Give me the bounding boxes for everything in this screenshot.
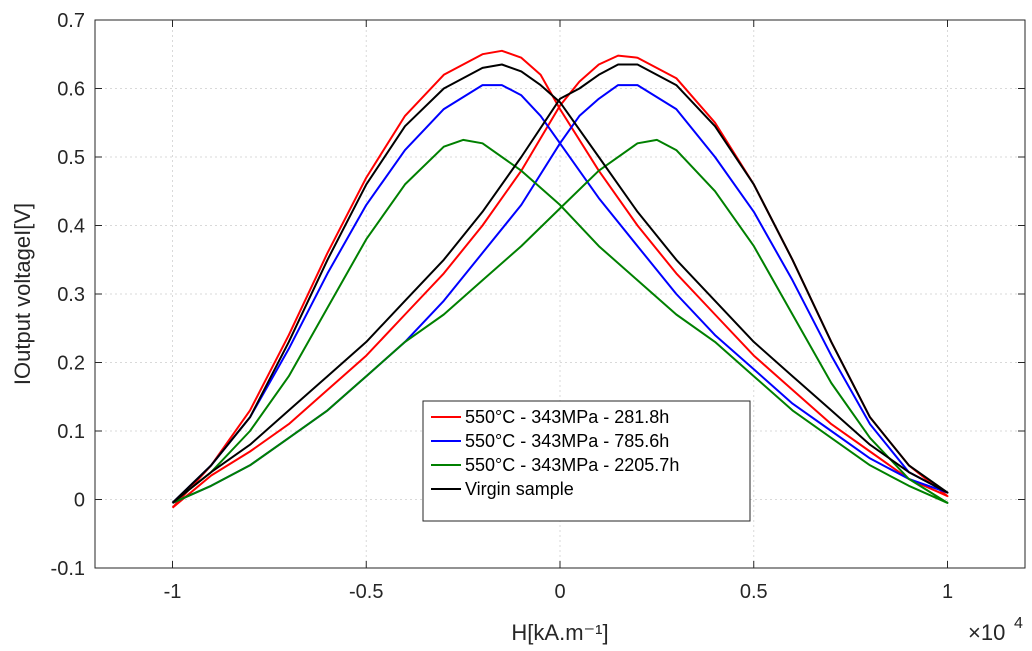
legend-label: Virgin sample	[465, 479, 574, 499]
x-axis-multiplier-exponent: 4	[1014, 615, 1023, 632]
x-tick-label: 0	[554, 581, 565, 603]
legend-label: 550°C - 343MPa - 2205.7h	[465, 455, 679, 475]
series-lines	[171, 49, 949, 509]
y-tick-label: 0.5	[57, 147, 85, 169]
x-axis-title: H[kA.m⁻¹]	[511, 620, 608, 645]
x-axis-multiplier: ×10 4	[968, 615, 1023, 645]
x-tick-labels: -1 -0.5 0 0.5 1	[164, 581, 953, 603]
y-tick-label: 0	[74, 490, 85, 512]
legend-box	[422, 400, 751, 522]
x-axis-multiplier-base: ×10	[968, 620, 1005, 645]
y-tick-label: 0.4	[57, 216, 85, 238]
series-line-1	[171, 49, 949, 509]
legend-label: 550°C - 343MPa - 785.6h	[465, 431, 669, 451]
y-tick-label: 0.1	[57, 421, 85, 443]
x-tick-label: -1	[164, 581, 182, 603]
y-tick-label: 0.6	[57, 79, 85, 101]
legend: 550°C - 343MPa - 281.8h 550°C - 343MPa - …	[422, 400, 751, 522]
x-tick-label: 0.5	[740, 581, 768, 603]
series-line-3	[171, 138, 949, 504]
legend-label: 550°C - 343MPa - 281.8h	[465, 407, 669, 427]
axis-ticks	[95, 19, 1025, 569]
x-tick-label: -0.5	[349, 581, 383, 603]
y-tick-label: 0.7	[57, 10, 85, 32]
series-line-4	[171, 63, 949, 504]
y-tick-label: 0.3	[57, 284, 85, 306]
y-tick-label: 0.2	[57, 353, 85, 375]
x-tick-label: 1	[942, 581, 953, 603]
y-tick-label: -0.1	[51, 558, 85, 580]
y-tick-labels: -0.1 0 0.1 0.2 0.3 0.4 0.5 0.6 0.7	[51, 10, 85, 580]
y-axis-title: IOutput voltageI[V]	[10, 203, 35, 385]
